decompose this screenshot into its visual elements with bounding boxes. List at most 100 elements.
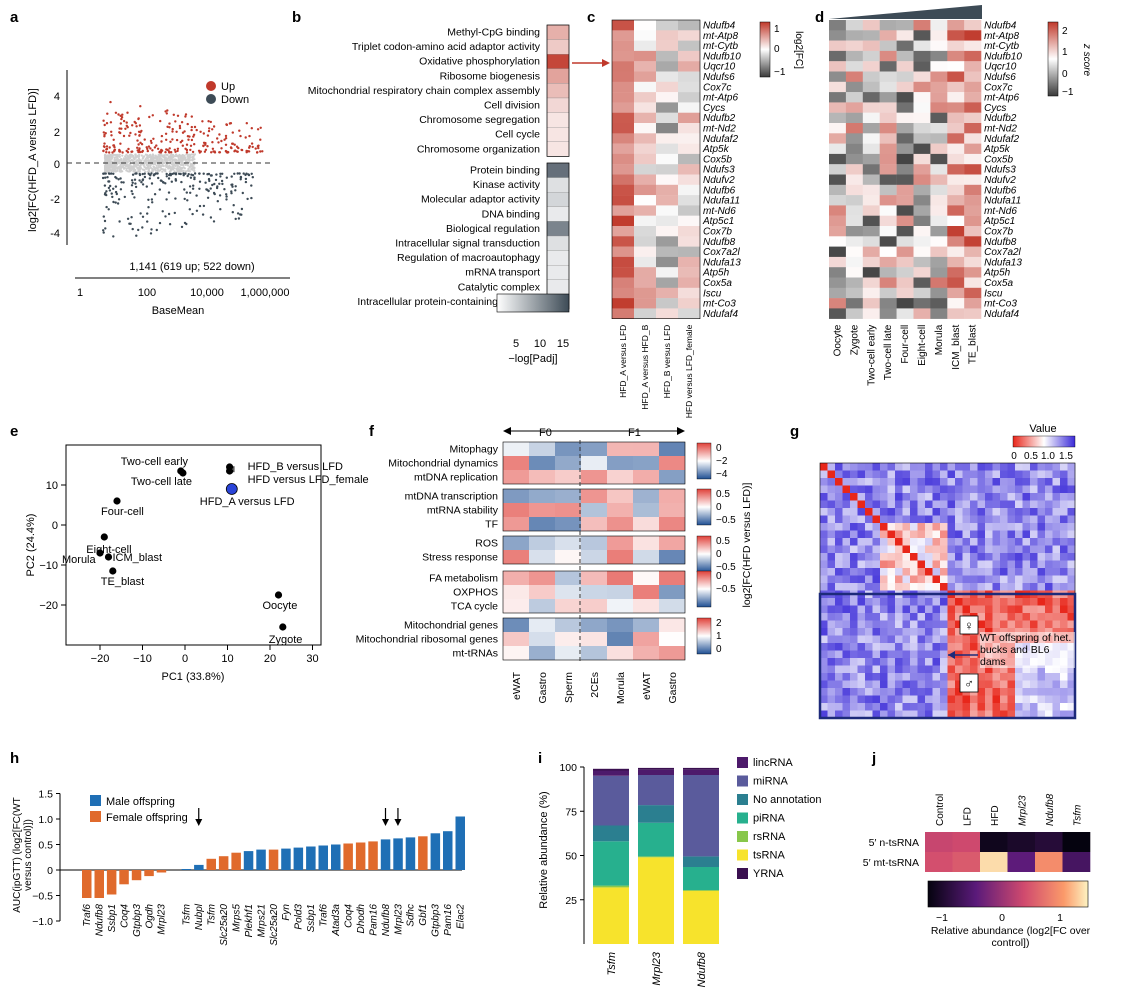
- matrix-cell: [1067, 673, 1076, 681]
- matrix-cell: [820, 553, 828, 561]
- embryo-cell: [964, 164, 982, 175]
- embryo-cell: [879, 20, 897, 31]
- matrix-cell: [1007, 628, 1016, 636]
- embryo-cell: [862, 164, 880, 175]
- matrix-cell: [842, 635, 851, 644]
- embryo-cell: [947, 308, 965, 319]
- embryo-cell: [964, 112, 982, 124]
- matrix-cell: [1007, 485, 1016, 494]
- embryo-cell: [845, 92, 863, 103]
- ma-point-up: [109, 121, 113, 124]
- panel-b-colorbar-label: −log[Padj]: [508, 353, 557, 365]
- gene-label: Ndufv2: [703, 175, 735, 186]
- bar: [206, 858, 216, 870]
- matrix-cell: [880, 545, 888, 554]
- ma-point-ns: [107, 170, 111, 173]
- ma-point-down: [150, 172, 153, 175]
- gene-label: Ndufaf2: [984, 134, 1019, 145]
- embryo-cell: [829, 195, 847, 206]
- panel-g-correlation-matrix: Value 0 0.5 1.0 1.5 ♀ ♂ WT offspring of …: [818, 423, 1077, 720]
- panel-d-column-labels: Oocyte Zygote Two-cell early Two-cell late F…: [833, 324, 979, 386]
- embryo-cell: [829, 298, 847, 309]
- ma-point-up: [204, 141, 207, 145]
- matrix-cell: [1045, 485, 1053, 494]
- matrix-cell: [857, 688, 866, 696]
- panel-d-colorbar-ticks: 2 1 0 −1: [1062, 26, 1074, 98]
- embryo-cell: [947, 143, 965, 155]
- pathway-cell: [555, 599, 581, 613]
- matrix-cell: [1015, 493, 1023, 501]
- gene-cell: [634, 308, 656, 319]
- ma-point-down: [141, 172, 144, 176]
- pathway-cell: [503, 489, 529, 503]
- go-term-cell: [546, 112, 570, 128]
- embryo-cell: [964, 267, 982, 278]
- pathway-column-label: eWAT: [641, 671, 653, 700]
- matrix-cell: [820, 560, 828, 569]
- matrix-cell: [850, 680, 858, 689]
- panel-h-legend-male-swatch: [90, 795, 101, 806]
- matrix-cell: [910, 470, 918, 479]
- matrix-cell: [1052, 470, 1061, 479]
- bar-category-label: Sdhc: [406, 904, 417, 927]
- matrix-cell: [835, 695, 843, 704]
- matrix-cell: [842, 463, 851, 471]
- ma-point-up: [233, 143, 236, 146]
- embryo-cell: [879, 277, 897, 288]
- matrix-cell: [940, 688, 948, 696]
- matrix-cell: [865, 650, 873, 659]
- matrix-cell: [1007, 463, 1016, 471]
- ma-point-down: [131, 192, 134, 196]
- embryo-cell: [879, 267, 897, 278]
- matrix-cell: [872, 508, 881, 516]
- matrix-cell: [865, 688, 873, 696]
- matrix-cell: [970, 485, 978, 494]
- matrix-cell: [985, 583, 993, 591]
- ma-point-down: [109, 184, 112, 188]
- matrix-cell: [977, 508, 986, 516]
- ma-point-ns: [193, 158, 196, 161]
- stack-legend-swatch: [737, 794, 748, 805]
- matrix-cell: [1067, 470, 1076, 479]
- ma-point-up: [108, 151, 111, 154]
- embryo-cell: [913, 308, 931, 319]
- ma-point-down: [180, 225, 184, 229]
- matrix-cell: [955, 628, 963, 636]
- ma-point-down: [141, 215, 145, 218]
- stage-label: ICM_blast: [951, 324, 962, 369]
- matrix-cell: [955, 635, 963, 644]
- matrix-cell: [985, 478, 993, 486]
- matrix-cell: [910, 658, 918, 666]
- pathway-cell: [503, 599, 529, 613]
- matrix-cell: [932, 545, 941, 554]
- ma-point-ns: [134, 154, 137, 157]
- stack-segment: [638, 767, 674, 770]
- embryo-cell: [930, 256, 948, 268]
- ma-point-down: [238, 172, 241, 175]
- matrix-cell: [827, 598, 836, 606]
- ma-point-up: [155, 144, 158, 147]
- matrix-cell: [925, 523, 933, 531]
- matrix-cell: [925, 605, 933, 614]
- ma-point-up: [156, 147, 160, 150]
- matrix-cell: [985, 560, 993, 569]
- panel-g-annotation-arrowhead: [948, 651, 955, 659]
- panel-i-ylabel: Relative abundance (%): [538, 791, 550, 908]
- pathway-cell: [503, 585, 529, 599]
- matrix-cell: [977, 613, 986, 621]
- matrix-cell: [842, 493, 851, 501]
- ma-point-ns: [145, 163, 148, 166]
- pathway-legend-tick: 0: [716, 571, 722, 582]
- matrix-cell: [895, 628, 903, 636]
- embryo-cell: [947, 215, 965, 227]
- ma-point-up: [174, 120, 177, 123]
- ma-point-down: [237, 217, 241, 220]
- matrix-cell: [992, 478, 1001, 486]
- pathway-cell: [607, 618, 633, 632]
- gene-label: Ndufb2: [984, 113, 1017, 124]
- matrix-cell: [940, 500, 948, 509]
- gene-cell: [634, 50, 656, 62]
- panel-h-ylabel: AUC(ipGTT) (log2[FC(WT versus control)]): [12, 797, 34, 913]
- matrix-cell: [1052, 560, 1061, 569]
